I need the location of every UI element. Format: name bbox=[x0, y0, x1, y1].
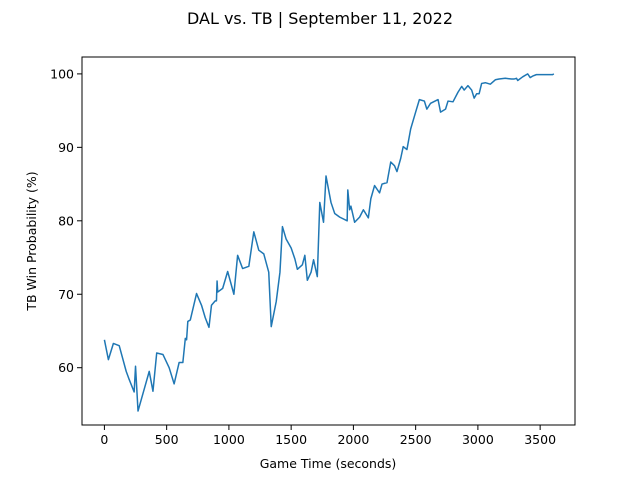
x-tick-label: 2500 bbox=[400, 432, 432, 447]
y-tick-label: 90 bbox=[58, 140, 74, 155]
x-tick-label: 3000 bbox=[462, 432, 494, 447]
x-tick-label: 500 bbox=[155, 432, 179, 447]
y-tick-label: 70 bbox=[58, 287, 74, 302]
x-tick-label: 0 bbox=[100, 432, 108, 447]
plot-frame bbox=[81, 56, 576, 426]
x-tick-label: 1500 bbox=[275, 432, 307, 447]
x-axis-label: Game Time (seconds) bbox=[260, 456, 397, 471]
x-tick-label: 1000 bbox=[213, 432, 245, 447]
y-tick-label: 60 bbox=[58, 360, 74, 375]
chart-title: DAL vs. TB | September 11, 2022 bbox=[187, 9, 453, 28]
y-tick-label: 80 bbox=[58, 213, 74, 228]
x-tick-label: 3500 bbox=[524, 432, 556, 447]
y-axis-label: TB Win Probability (%) bbox=[24, 171, 39, 311]
x-tick-label: 2000 bbox=[337, 432, 369, 447]
data-line bbox=[103, 73, 555, 412]
y-tick-label: 100 bbox=[50, 66, 74, 81]
